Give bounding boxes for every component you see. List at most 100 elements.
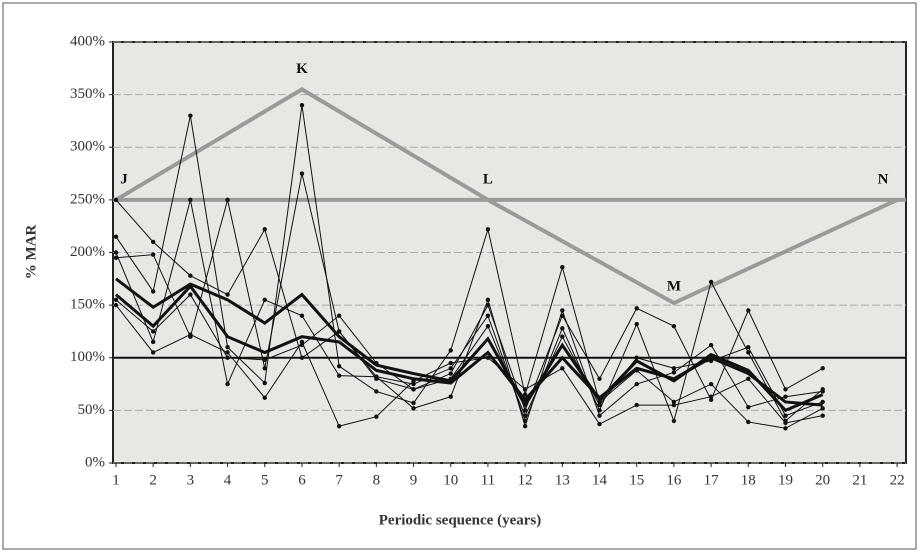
x-tick-label: 16 bbox=[666, 472, 682, 488]
data-point bbox=[299, 102, 305, 108]
data-point bbox=[708, 279, 714, 285]
data-point bbox=[634, 306, 639, 311]
series-line bbox=[115, 304, 823, 427]
x-tick-label: 1 bbox=[112, 472, 120, 488]
data-point bbox=[746, 376, 751, 381]
x-tick-label: 18 bbox=[741, 472, 756, 488]
guide-label: J bbox=[120, 171, 128, 187]
guide-label: K bbox=[296, 61, 308, 77]
data-point bbox=[522, 423, 528, 429]
data-point bbox=[299, 355, 305, 360]
data-point bbox=[336, 329, 342, 334]
data-point bbox=[188, 292, 193, 297]
data-point bbox=[560, 308, 565, 313]
data-point bbox=[299, 171, 305, 176]
data-point bbox=[522, 392, 528, 397]
guide-line bbox=[114, 87, 898, 306]
data-point bbox=[783, 426, 788, 431]
data-point bbox=[374, 414, 379, 419]
data-point bbox=[485, 297, 491, 303]
x-tick-label: 14 bbox=[592, 472, 608, 488]
data-point bbox=[671, 323, 677, 329]
x-tick-label: 2 bbox=[149, 472, 157, 488]
y-tick-label: 50% bbox=[78, 402, 106, 418]
x-tick-label: 3 bbox=[187, 472, 195, 488]
data-point bbox=[634, 381, 639, 387]
data-point bbox=[708, 394, 714, 399]
guide-label: N bbox=[878, 171, 889, 187]
data-point bbox=[597, 421, 602, 427]
data-point bbox=[746, 405, 751, 410]
data-point bbox=[225, 197, 230, 203]
x-tick-label: 21 bbox=[852, 472, 867, 488]
data-point bbox=[225, 355, 230, 360]
data-point bbox=[336, 363, 342, 369]
data-point bbox=[262, 395, 267, 400]
data-point bbox=[597, 376, 602, 381]
data-point bbox=[113, 197, 119, 203]
data-point bbox=[374, 360, 379, 366]
y-tick-label: 350% bbox=[70, 86, 105, 102]
data-point bbox=[374, 374, 379, 379]
data-point bbox=[448, 371, 453, 376]
data-point bbox=[560, 366, 565, 371]
guide-label: L bbox=[483, 171, 493, 187]
x-tick-label: 10 bbox=[443, 472, 458, 488]
data-point bbox=[113, 302, 119, 308]
data-point bbox=[820, 399, 825, 405]
data-point bbox=[113, 250, 119, 255]
data-point bbox=[411, 406, 416, 411]
data-point bbox=[188, 273, 193, 278]
data-point bbox=[262, 366, 267, 371]
y-tick-label: 400% bbox=[70, 33, 105, 49]
data-point bbox=[634, 368, 639, 373]
data-point bbox=[485, 355, 491, 360]
data-point bbox=[485, 323, 491, 329]
data-point bbox=[820, 389, 825, 394]
x-tick-label: 17 bbox=[704, 472, 720, 488]
series-line bbox=[115, 277, 824, 413]
data-point bbox=[708, 397, 714, 403]
data-point bbox=[448, 394, 453, 399]
data-point bbox=[336, 373, 342, 378]
data-point bbox=[448, 366, 453, 371]
data-point bbox=[262, 357, 267, 363]
data-point bbox=[411, 387, 416, 392]
series-line bbox=[115, 199, 823, 412]
data-point bbox=[150, 350, 156, 355]
x-tick-label: 12 bbox=[518, 472, 533, 488]
series-line bbox=[115, 199, 823, 428]
data-point bbox=[820, 366, 825, 371]
data-point bbox=[374, 389, 379, 394]
y-tick-label: 300% bbox=[70, 139, 105, 155]
guide-label: M bbox=[667, 278, 681, 294]
data-point bbox=[746, 350, 751, 355]
data-point bbox=[671, 366, 677, 371]
data-point bbox=[113, 234, 119, 239]
data-point bbox=[783, 387, 788, 392]
x-tick-label: 7 bbox=[335, 472, 343, 488]
x-tick-label: 8 bbox=[373, 472, 381, 488]
y-tick-label: 0% bbox=[85, 454, 105, 470]
series-line bbox=[115, 293, 823, 417]
x-tick-label: 5 bbox=[261, 472, 269, 488]
data-point bbox=[708, 358, 714, 364]
data-point bbox=[634, 321, 639, 327]
x-tick-label: 13 bbox=[555, 472, 570, 488]
data-point bbox=[113, 297, 119, 303]
data-point bbox=[188, 197, 193, 203]
data-point bbox=[113, 255, 119, 260]
data-point bbox=[448, 376, 453, 381]
data-point bbox=[671, 399, 677, 405]
data-point bbox=[708, 342, 714, 348]
data-point bbox=[783, 420, 788, 426]
data-point bbox=[150, 239, 156, 245]
data-point bbox=[597, 402, 602, 408]
series-line bbox=[115, 173, 824, 423]
data-point bbox=[336, 423, 342, 429]
x-tick-label: 6 bbox=[298, 472, 306, 488]
y-tick-label: 100% bbox=[70, 349, 105, 365]
x-tick-label: 9 bbox=[410, 472, 418, 488]
data-point bbox=[448, 360, 453, 366]
